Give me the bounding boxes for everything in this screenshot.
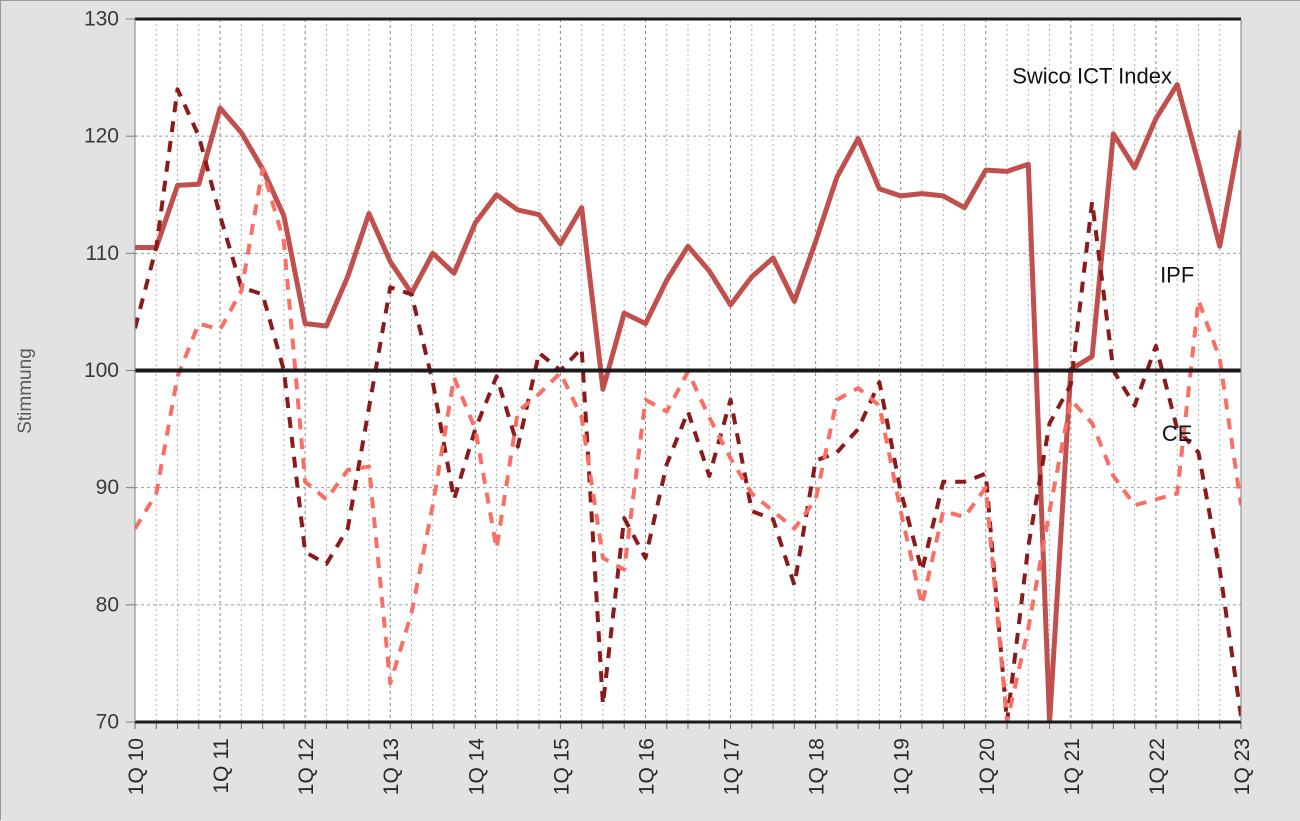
- x-tick-label: 1Q 14: [465, 738, 488, 796]
- x-tick-label: 1Q 12: [295, 738, 318, 795]
- x-tick-label: 1Q 11: [210, 738, 233, 794]
- annotation-ipf: IPF: [1160, 263, 1194, 288]
- x-tick-label: 1Q 22: [1146, 738, 1169, 795]
- x-tick-label: 1Q 17: [721, 738, 744, 795]
- y-axis-ticks: 70 80 90 100 110 120 130: [84, 8, 135, 734]
- y-tick-label: 130: [84, 8, 119, 31]
- x-tick-label: 1Q 13: [380, 738, 403, 795]
- x-tick-label: 1Q 16: [635, 738, 658, 795]
- x-tick-label: 1Q 19: [891, 738, 914, 795]
- y-tick-label: 70: [96, 711, 119, 734]
- annotation-swico-ict-index: Swico ICT Index: [1012, 63, 1172, 88]
- x-tick-label: 1Q 15: [550, 738, 573, 795]
- series-line-swico-ict-index: [135, 82, 1241, 722]
- x-axis-ticks: 1Q 10 1Q 11 1Q 12 1Q 13 1Q 14 1Q 15 1Q 16 1Q 17…: [125, 722, 1254, 795]
- y-tick-label: 80: [96, 593, 119, 616]
- x-tick-label: 1Q 18: [806, 738, 829, 795]
- y-axis-title: Stimmung: [15, 348, 36, 434]
- y-tick-label: 100: [84, 359, 119, 382]
- annotation-ce: CE: [1162, 421, 1193, 446]
- x-tick-label: 1Q 20: [976, 738, 999, 795]
- y-tick-label: 120: [84, 125, 119, 148]
- y-tick-label: 110: [86, 242, 119, 265]
- x-tick-label: 1Q 10: [125, 738, 148, 795]
- x-tick-label: 1Q 23: [1231, 738, 1254, 795]
- x-tick-label: 1Q 21: [1061, 738, 1084, 795]
- y-tick-label: 90: [96, 476, 119, 499]
